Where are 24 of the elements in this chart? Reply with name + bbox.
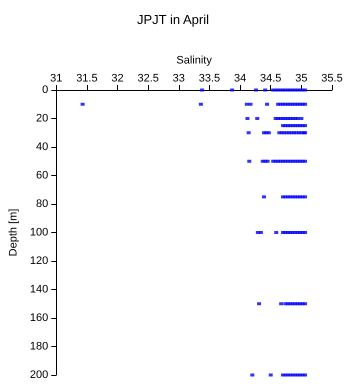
y-axis-title: Depth [m] <box>8 208 20 256</box>
x-axis-title: Salinity <box>176 54 212 66</box>
x-tick-label: 34.5 <box>260 72 282 84</box>
y-tick-label: 80 <box>36 198 48 210</box>
x-tick-label: 32 <box>111 72 124 84</box>
x-tick-label: 31 <box>50 72 62 84</box>
y-tick-label: 180 <box>30 340 48 352</box>
y-tick-label: 20 <box>36 112 48 124</box>
x-tick-label: 33.5 <box>198 72 220 84</box>
x-tick-label: 32.5 <box>137 72 159 84</box>
y-tick-label: 100 <box>30 226 48 238</box>
x-tick-label: 35 <box>295 72 308 84</box>
chart-title: JPJT in April <box>136 12 210 27</box>
x-tick-label: 31.5 <box>76 72 98 84</box>
y-tick-label: 160 <box>30 312 48 324</box>
x-tick-label: 35.5 <box>321 72 343 84</box>
y-tick-label: 0 <box>42 84 48 96</box>
y-tick-label: 40 <box>36 141 48 153</box>
x-tick-label: 33 <box>172 72 185 84</box>
x-tick-label: 34 <box>234 72 246 84</box>
y-tick-label: 200 <box>30 369 48 381</box>
y-tick-label: 60 <box>36 170 48 182</box>
y-tick-label: 120 <box>30 255 48 267</box>
y-tick-label: 140 <box>30 284 48 296</box>
